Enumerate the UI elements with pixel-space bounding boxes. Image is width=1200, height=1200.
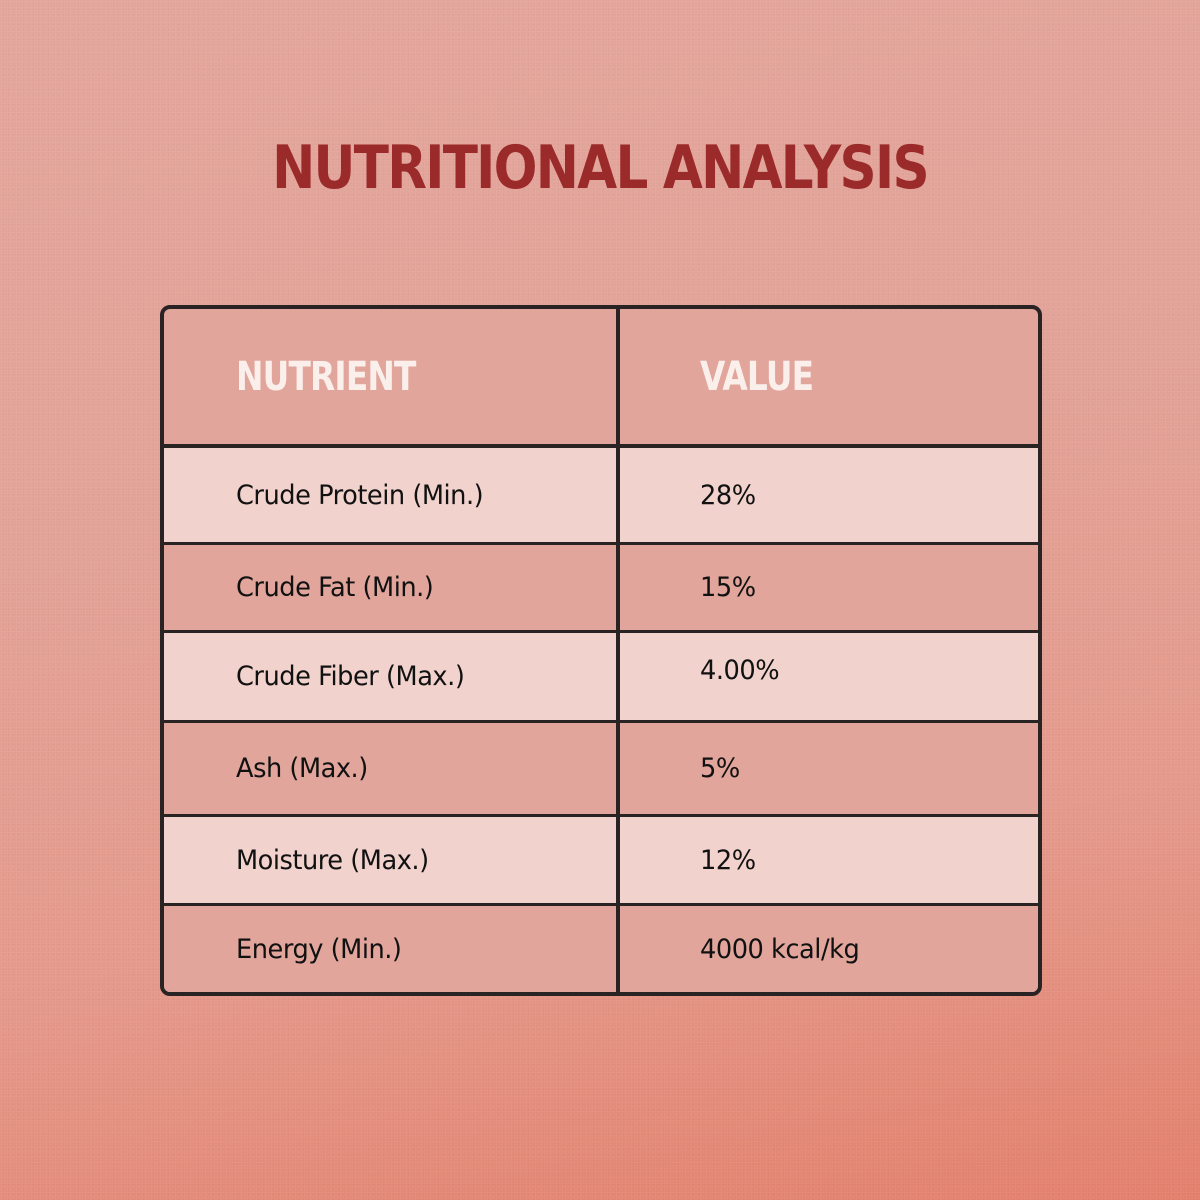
nutrient-label: Crude Fat (Min.) [236, 572, 434, 603]
page-title: NUTRITIONAL ANALYSIS [272, 133, 930, 203]
nutrient-value: 4.00% [700, 655, 780, 686]
nutrition-table: NUTRIENT VALUE Crude Protein (Min.) 28% … [160, 305, 1042, 996]
nutrient-cell: Ash (Max.) [164, 723, 620, 814]
header-cell-value: VALUE [620, 309, 1038, 444]
value-cell: 12% [620, 817, 1038, 903]
nutrient-cell: Energy (Min.) [164, 906, 620, 992]
nutrient-cell: Crude Fiber (Max.) [164, 633, 620, 720]
table-header-row: NUTRIENT VALUE [164, 309, 1038, 445]
table-row: Energy (Min.) 4000 kcal/kg [164, 903, 1038, 992]
value-cell: 4000 kcal/kg [620, 906, 1038, 992]
value-cell: 28% [620, 448, 1038, 542]
header-cell-nutrient: NUTRIENT [164, 309, 620, 444]
table-row: Crude Protein (Min.) 28% [164, 445, 1038, 542]
table-row: Ash (Max.) 5% [164, 720, 1038, 814]
nutrient-label: Moisture (Max.) [236, 844, 429, 876]
column-header-nutrient: NUTRIENT [236, 353, 416, 400]
nutrient-label: Crude Protein (Min.) [236, 479, 484, 511]
nutrient-value: 12% [700, 844, 756, 876]
nutrient-value: 28% [700, 479, 756, 511]
column-header-value: VALUE [700, 353, 814, 400]
value-cell: 4.00% [620, 633, 1038, 720]
nutrient-label: Ash (Max.) [236, 753, 368, 784]
table-row: Moisture (Max.) 12% [164, 814, 1038, 903]
nutrient-value: 15% [700, 572, 756, 603]
nutrient-label: Energy (Min.) [236, 933, 402, 965]
table-row: Crude Fiber (Max.) 4.00% [164, 630, 1038, 720]
nutrient-value: 5% [700, 753, 740, 784]
nutrient-label: Crude Fiber (Max.) [236, 661, 465, 692]
nutrient-value: 4000 kcal/kg [700, 933, 860, 965]
value-cell: 15% [620, 545, 1038, 630]
nutrient-cell: Moisture (Max.) [164, 817, 620, 903]
nutrient-cell: Crude Protein (Min.) [164, 448, 620, 542]
nutrient-cell: Crude Fat (Min.) [164, 545, 620, 630]
value-cell: 5% [620, 723, 1038, 814]
table-row: Crude Fat (Min.) 15% [164, 542, 1038, 630]
